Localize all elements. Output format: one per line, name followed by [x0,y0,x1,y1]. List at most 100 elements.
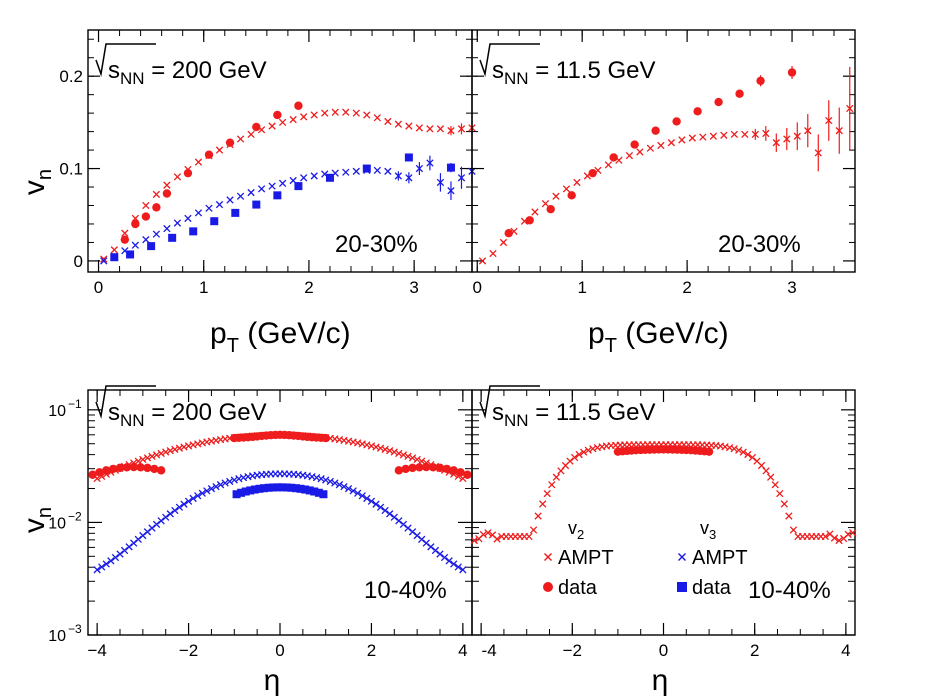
data-point [789,526,798,534]
data-point [493,535,501,543]
data-point [152,190,161,199]
data-point [102,466,111,475]
data-point [175,444,184,452]
data-point [386,447,394,455]
data-point [136,463,145,472]
data-point [148,452,156,461]
data-point [636,148,644,156]
data-point [835,127,843,135]
data-point [184,497,193,505]
data-point [162,448,170,456]
data-point [384,117,392,126]
data-point [390,448,398,456]
data-point [226,196,234,204]
data-point [394,466,404,475]
data-point [241,487,250,496]
ytick-label: 0.1 [59,160,83,179]
data-point [312,473,321,482]
data-point [168,233,177,242]
series-v3-ampt [93,470,467,574]
data-point [163,181,171,189]
sqrt-sign [95,385,156,419]
data-point [310,172,318,180]
data-point [534,512,542,520]
data-point [426,125,434,133]
data-point [322,476,330,484]
data-point [381,445,389,454]
data-point [704,447,714,456]
data-point [625,151,634,160]
data-point [367,497,376,505]
sqrt-sign [479,385,540,419]
data-point [546,204,555,214]
data-point [478,257,487,265]
data-point [278,118,287,127]
data-point [107,557,115,565]
ytick-exponent: −3 [68,622,82,636]
data-point [247,188,255,197]
data-point [415,124,424,132]
data-point [152,203,161,212]
legend-v3-header: v3 [700,518,716,542]
data-point [548,481,556,489]
data-point [194,492,202,500]
data-point [296,484,305,493]
centrality-label: 20-30% [335,231,418,258]
data-point [657,141,665,150]
xtick-label: 3 [409,278,418,297]
data-point [221,479,229,487]
series-v2-data [613,445,714,456]
data-point [116,550,124,558]
data-point [440,553,449,562]
data-point [152,520,161,529]
data-point [325,173,334,182]
xtick-label: −2 [563,641,582,660]
data-point [699,133,707,141]
sqrt-sign [95,43,156,77]
data-point [216,481,225,489]
data-point [376,503,385,511]
legend-v2-ampt-label: AMPT [558,547,614,569]
data-point [373,166,381,175]
data-point [184,214,192,223]
data-point [282,483,291,492]
data-point [821,532,830,541]
data-point [714,97,723,107]
data-point [741,130,749,139]
data-point [470,536,478,545]
data-point [362,164,371,173]
data-point [278,179,287,187]
data-point [672,117,681,126]
data-point [446,163,455,172]
xlabel-bottom-right: η [652,664,669,697]
xlabel-top-left: pT (GeV/c) [210,317,351,357]
xtick-label: 0 [659,641,668,660]
data-point [121,229,129,237]
data-point [456,468,465,477]
data-point [667,139,676,147]
data-point [183,168,193,178]
data-point [531,208,539,216]
data-point [232,490,241,499]
data-point [142,236,150,244]
data-point [499,238,508,247]
data-point [447,127,455,135]
series-v2-ampt [478,66,854,265]
data-point [363,441,371,449]
data-point [189,227,198,236]
data-point [184,442,193,450]
data-point [319,490,328,499]
data-point [735,89,744,98]
data-point [331,108,339,116]
data-point [463,470,472,479]
data-point [150,464,159,474]
data-point [404,452,412,461]
xtick-label: −2 [179,641,198,660]
data-point [321,109,329,117]
data-point [110,253,119,262]
data-point [352,167,360,175]
data-point [162,513,170,521]
data-point [349,487,357,495]
data-point [772,139,780,147]
data-point [289,115,297,124]
